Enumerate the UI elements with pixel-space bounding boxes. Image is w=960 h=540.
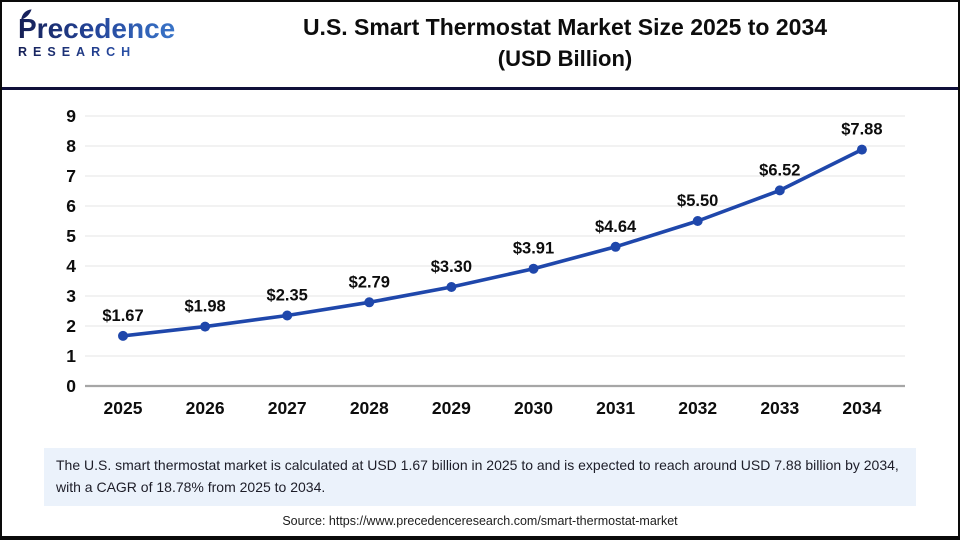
- y-tick-label: 2: [66, 316, 76, 336]
- data-point-label: $3.91: [513, 240, 554, 258]
- x-tick-label: 2027: [268, 398, 307, 418]
- y-tick-label: 8: [66, 136, 76, 156]
- data-point: [528, 263, 539, 274]
- header: Precedence RESEARCH U.S. Smart Thermosta…: [2, 2, 958, 90]
- y-tick-label: 0: [66, 376, 76, 396]
- leaf-icon: [21, 9, 32, 20]
- x-tick-label: 2034: [842, 398, 881, 418]
- chart-title: U.S. Smart Thermostat Market Size 2025 t…: [182, 11, 948, 74]
- header-divider: [2, 87, 958, 90]
- footnote: The U.S. smart thermostat market is calc…: [44, 448, 916, 506]
- x-tick-label: 2025: [104, 398, 143, 418]
- y-tick-label: 4: [66, 256, 76, 276]
- data-point: [364, 297, 375, 308]
- x-tick-label: 2031: [596, 398, 635, 418]
- data-point-label: $7.88: [841, 121, 882, 139]
- y-tick-label: 5: [66, 226, 76, 246]
- data-point-label: $1.98: [184, 298, 225, 316]
- y-tick-label: 6: [66, 196, 76, 216]
- y-tick-label: 9: [66, 106, 76, 126]
- x-tick-label: 2032: [678, 398, 717, 418]
- y-tick-label: 3: [66, 286, 76, 306]
- y-tick-label: 1: [66, 346, 76, 366]
- x-tick-label: 2026: [186, 398, 225, 418]
- logo-sub-text: RESEARCH: [18, 45, 188, 59]
- chart-title-line1: U.S. Smart Thermostat Market Size 2025 t…: [302, 14, 828, 40]
- chart-title-line2: (USD Billion): [497, 46, 633, 71]
- data-point-label: $2.35: [267, 287, 308, 305]
- precedence-research-logo: Precedence RESEARCH: [18, 9, 188, 59]
- trend-line: [121, 147, 864, 338]
- data-point: [856, 144, 867, 155]
- data-point: [118, 330, 128, 341]
- data-point-label: $1.67: [102, 307, 143, 325]
- data-point: [610, 241, 621, 252]
- y-tick-label: 7: [66, 166, 76, 186]
- x-tick-label: 2033: [760, 398, 799, 418]
- data-point: [200, 321, 211, 332]
- market-size-line-chart: 0 1 2 3 4 5 6 7 8 9 2025 2026 2027 2028 2029 2030 2031 20…: [66, 106, 905, 418]
- data-point-label: $3.30: [431, 258, 472, 276]
- data-point-label: $2.79: [349, 273, 390, 291]
- x-tick-label: 2028: [350, 398, 389, 418]
- x-tick-label: 2030: [514, 398, 553, 418]
- logo-brand-text: Precedence: [18, 14, 188, 44]
- data-point-label: $4.64: [595, 218, 637, 236]
- data-point-label: $6.52: [759, 161, 800, 179]
- data-point-label: $5.50: [677, 192, 718, 210]
- x-tick-label: 2029: [432, 398, 471, 418]
- source-line: Source: https://www.precedenceresearch.c…: [282, 514, 678, 528]
- data-point: [282, 310, 293, 321]
- data-point: [446, 282, 457, 292]
- data-point: [692, 216, 703, 226]
- data-point: [774, 185, 785, 196]
